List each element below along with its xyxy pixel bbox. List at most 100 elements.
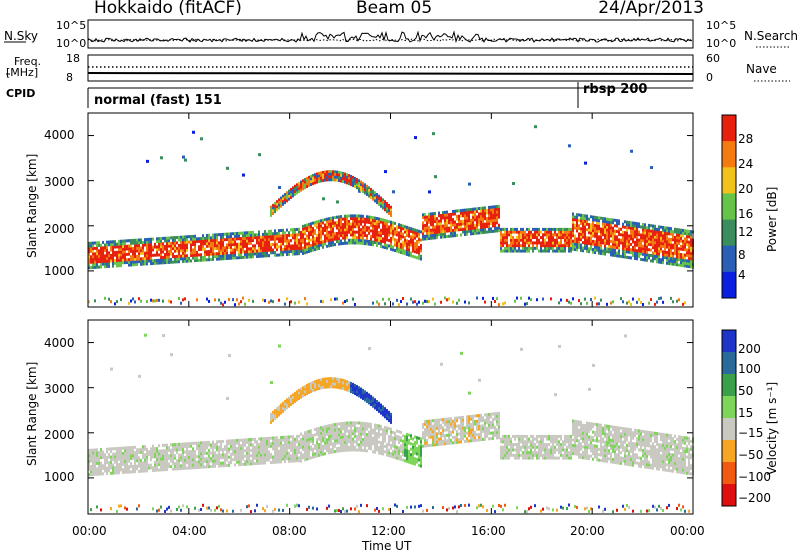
velocity-cell [246, 505, 248, 509]
power-cell [564, 230, 566, 234]
power-cell [296, 244, 298, 248]
power-cell [100, 251, 102, 255]
velocity-cell [290, 459, 292, 463]
power-cell [92, 252, 94, 256]
velocity-cell [182, 456, 184, 460]
power-cell [100, 260, 102, 264]
power-cell [550, 297, 552, 301]
power-cell [394, 238, 396, 242]
power-cell [344, 222, 346, 226]
power-cell [602, 238, 604, 242]
power-cell [358, 222, 360, 226]
power-cell [664, 234, 666, 238]
velocity-cell [344, 443, 346, 447]
power-cell [280, 234, 282, 238]
power-cell [300, 185, 302, 189]
power-cell [496, 229, 498, 233]
power-cell [616, 235, 618, 239]
velocity-cell [128, 457, 130, 461]
power-cell [656, 227, 658, 231]
power-cell [378, 222, 380, 226]
power-cell [586, 222, 588, 226]
power-cell [654, 232, 656, 236]
power-cell [594, 245, 596, 249]
power-cell [402, 240, 404, 244]
velocity-cell [384, 415, 386, 419]
velocity-cell [330, 437, 332, 441]
power-cell [228, 240, 230, 244]
velocity-cell [332, 382, 334, 386]
power-cell [616, 224, 618, 228]
power-cell [646, 245, 648, 249]
velocity-cell [102, 453, 104, 457]
power-cell [518, 241, 520, 245]
velocity-cell [364, 449, 366, 453]
power-cell [236, 248, 238, 252]
power-cell [364, 225, 366, 229]
power-cell [274, 204, 276, 208]
velocity-cell [350, 448, 352, 452]
power-cell [440, 235, 442, 239]
power-cell [420, 243, 422, 247]
velocity-cell [100, 461, 102, 465]
power-cell [186, 240, 188, 244]
velocity-cell [232, 458, 234, 462]
power-cell [458, 214, 460, 218]
power-cell [484, 209, 486, 213]
velocity-cell [388, 413, 390, 417]
power-cell [118, 258, 120, 262]
velocity-cell [188, 463, 190, 467]
power-cell [440, 222, 442, 226]
power-cell [264, 235, 266, 239]
power-cell [580, 235, 582, 239]
power-cell [494, 221, 496, 225]
power-cell [420, 238, 422, 242]
power-cell [376, 192, 378, 196]
velocity-cell [310, 381, 312, 385]
velocity-cell [296, 437, 298, 441]
power-cell [222, 243, 224, 247]
power-cell [642, 247, 644, 251]
power-cell [558, 241, 560, 245]
power-cell [678, 239, 680, 243]
power-cell [318, 222, 320, 226]
velocity-cell [106, 472, 108, 476]
power-cell [188, 259, 190, 263]
power-cell [622, 233, 624, 237]
power-cell [228, 246, 230, 250]
power-cell [194, 248, 196, 252]
velocity-cell [372, 442, 374, 446]
velocity-cell [322, 425, 324, 429]
velocity-cell [352, 391, 354, 395]
power-cell [352, 175, 354, 179]
power-cell [604, 217, 606, 221]
power-cell [674, 260, 676, 264]
velocity-cell [236, 447, 238, 451]
velocity-cell [162, 449, 164, 453]
velocity-cell [152, 468, 154, 472]
power-cell [198, 237, 200, 241]
velocity-cell [330, 382, 332, 386]
power-cell [560, 227, 562, 231]
power-cell [458, 222, 460, 226]
power-cell [306, 223, 308, 227]
power-cell [150, 240, 152, 244]
power-cell [614, 224, 616, 228]
power-cell [254, 236, 256, 240]
velocity-cell [310, 429, 312, 433]
power-cell [658, 252, 660, 256]
power-cell [524, 241, 526, 245]
power-cell [372, 235, 374, 239]
power-cell [434, 214, 436, 218]
power-cell [476, 207, 478, 211]
velocity-cell [374, 434, 376, 438]
velocity-cell [302, 391, 304, 395]
power-cell [574, 248, 576, 252]
power-cell [626, 220, 628, 224]
power-cell [292, 252, 294, 256]
velocity-cell [226, 396, 229, 400]
power-cell [316, 223, 318, 227]
power-cell [156, 258, 158, 262]
power-cell [238, 237, 240, 241]
power-cell [150, 253, 152, 257]
